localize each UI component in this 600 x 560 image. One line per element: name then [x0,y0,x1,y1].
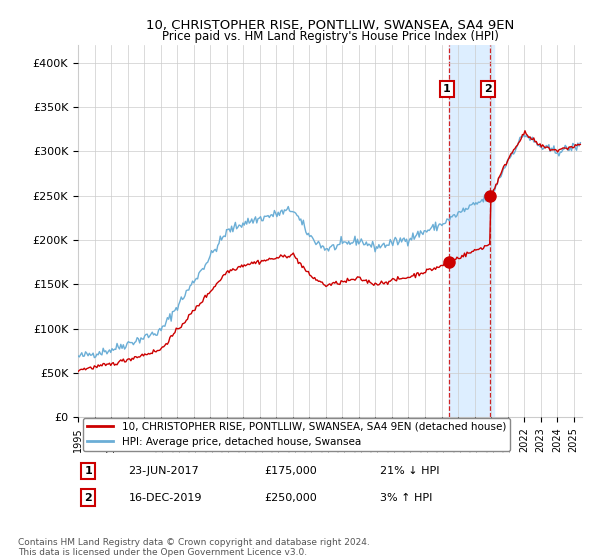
Text: 2: 2 [84,493,92,502]
Text: Price paid vs. HM Land Registry's House Price Index (HPI): Price paid vs. HM Land Registry's House … [161,30,499,43]
Text: 2: 2 [484,84,492,94]
Text: Contains HM Land Registry data © Crown copyright and database right 2024.
This d: Contains HM Land Registry data © Crown c… [18,538,370,557]
Text: 16-DEC-2019: 16-DEC-2019 [128,493,202,502]
Text: 1: 1 [443,84,451,94]
Legend: 10, CHRISTOPHER RISE, PONTLLIW, SWANSEA, SA4 9EN (detached house), HPI: Average : 10, CHRISTOPHER RISE, PONTLLIW, SWANSEA,… [83,418,510,451]
Bar [449,45,494,417]
Text: 23-JUN-2017: 23-JUN-2017 [128,466,199,476]
Text: 10, CHRISTOPHER RISE, PONTLLIW, SWANSEA, SA4 9EN: 10, CHRISTOPHER RISE, PONTLLIW, SWANSEA,… [146,18,514,32]
Text: 21% ↓ HPI: 21% ↓ HPI [380,466,440,476]
Text: 3% ↑ HPI: 3% ↑ HPI [380,493,433,502]
Text: £250,000: £250,000 [265,493,317,502]
Text: 1: 1 [84,466,92,476]
Text: £175,000: £175,000 [265,466,317,476]
